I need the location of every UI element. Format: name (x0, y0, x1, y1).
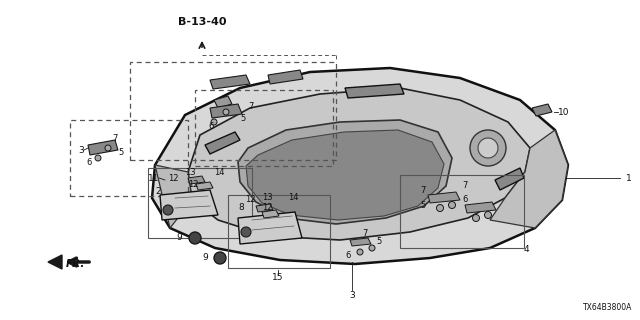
Bar (195, 90, 333, 166)
Polygon shape (160, 190, 218, 220)
Polygon shape (465, 202, 496, 213)
Text: 14: 14 (214, 167, 225, 177)
Polygon shape (155, 165, 192, 228)
Circle shape (436, 204, 444, 212)
Polygon shape (238, 120, 452, 224)
Circle shape (95, 155, 101, 161)
Polygon shape (268, 70, 303, 84)
Polygon shape (188, 88, 530, 240)
Circle shape (472, 214, 479, 221)
Circle shape (470, 130, 506, 166)
Text: 9: 9 (176, 234, 182, 243)
Text: 12: 12 (245, 196, 255, 204)
Text: 5: 5 (240, 114, 245, 123)
Text: 5: 5 (376, 237, 381, 246)
Polygon shape (256, 204, 273, 212)
Circle shape (241, 227, 251, 237)
Text: 15: 15 (272, 274, 284, 283)
Text: 14: 14 (288, 194, 298, 203)
Circle shape (163, 205, 173, 215)
Text: 5: 5 (420, 201, 425, 210)
Text: 12: 12 (168, 173, 179, 182)
Text: B-13-40: B-13-40 (178, 17, 227, 27)
Polygon shape (196, 182, 213, 190)
Circle shape (211, 119, 217, 125)
Text: 7: 7 (462, 180, 467, 189)
Text: 6: 6 (86, 157, 92, 166)
Text: 6: 6 (462, 196, 467, 204)
Polygon shape (210, 104, 242, 118)
Text: 13: 13 (185, 167, 196, 177)
Polygon shape (188, 176, 205, 184)
Text: 1: 1 (627, 173, 632, 182)
Text: FR.: FR. (66, 259, 85, 269)
Polygon shape (48, 255, 62, 269)
Text: 3: 3 (349, 291, 355, 300)
Text: 7: 7 (362, 229, 367, 238)
Polygon shape (214, 96, 232, 108)
Text: 6: 6 (208, 122, 213, 131)
Polygon shape (210, 75, 250, 89)
Text: 8: 8 (238, 204, 244, 212)
Circle shape (369, 245, 375, 251)
Circle shape (449, 202, 456, 209)
Polygon shape (238, 212, 302, 244)
Text: 12: 12 (262, 204, 273, 212)
Text: 11: 11 (148, 173, 159, 182)
Polygon shape (262, 210, 279, 218)
Circle shape (484, 212, 492, 219)
Polygon shape (205, 132, 240, 154)
Text: 12: 12 (188, 180, 198, 188)
Circle shape (223, 109, 229, 115)
Circle shape (214, 252, 226, 264)
Polygon shape (350, 238, 371, 246)
Bar (70, 120, 188, 196)
Text: 6: 6 (345, 251, 350, 260)
Polygon shape (428, 192, 460, 203)
Text: TX64B3800A: TX64B3800A (582, 303, 632, 313)
Text: 7: 7 (420, 186, 426, 195)
Polygon shape (345, 84, 404, 98)
Polygon shape (495, 168, 524, 190)
Text: 2: 2 (155, 188, 161, 196)
Text: 9: 9 (202, 253, 208, 262)
Circle shape (105, 145, 111, 151)
Text: 4: 4 (524, 245, 530, 254)
Polygon shape (152, 68, 568, 264)
Text: 10: 10 (558, 108, 570, 116)
Polygon shape (88, 140, 118, 155)
Bar (130, 62, 336, 160)
Circle shape (357, 249, 363, 255)
Circle shape (189, 232, 201, 244)
Text: 3: 3 (78, 146, 84, 155)
Text: 7: 7 (248, 101, 253, 110)
Polygon shape (246, 130, 444, 220)
Text: 7: 7 (112, 133, 117, 142)
Polygon shape (490, 130, 568, 228)
Text: 13: 13 (262, 194, 273, 203)
Polygon shape (532, 104, 552, 116)
Circle shape (478, 138, 498, 158)
Text: 5: 5 (118, 148, 124, 156)
